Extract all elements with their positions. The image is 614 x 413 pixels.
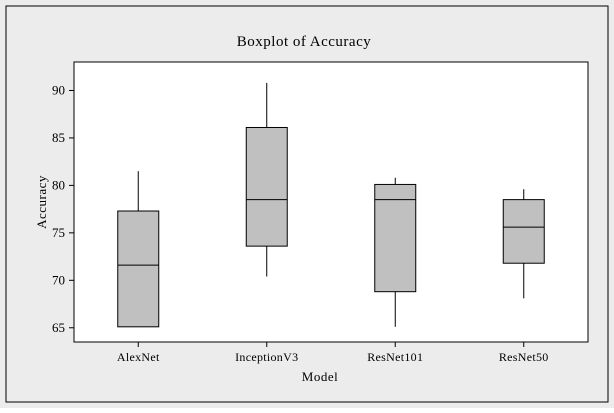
- y-tick-label: 75: [52, 225, 65, 240]
- y-tick-label: 65: [52, 320, 65, 335]
- y-tick-label: 85: [52, 130, 65, 145]
- plot-area: [73, 61, 589, 343]
- x-tick-label: InceptionV3: [235, 350, 298, 364]
- x-tick-label: AlexNet: [117, 350, 160, 364]
- box-iqr: [245, 126, 288, 247]
- box-resnet50: [502, 189, 545, 299]
- x-axis-label: Model: [302, 369, 338, 384]
- box-inceptionv3: [245, 82, 288, 277]
- box-iqr: [502, 199, 545, 264]
- y-axis-label: Accuracy: [34, 175, 49, 229]
- box-alexnet: [117, 171, 160, 328]
- x-tick-label: ResNet101: [367, 350, 423, 364]
- box-resnet101: [374, 177, 417, 327]
- x-axis-ticks: AlexNet InceptionV3 ResNet101 ResNet50: [117, 342, 549, 364]
- x-tick-label: ResNet50: [499, 350, 549, 364]
- box-iqr: [374, 183, 417, 293]
- y-axis-ticks: 65 70 75 80 85 90: [52, 82, 74, 335]
- y-tick-label: 80: [52, 177, 65, 192]
- y-tick-label: 90: [52, 82, 65, 97]
- box-iqr: [117, 210, 160, 328]
- y-tick-label: 70: [52, 272, 65, 287]
- box-series: [117, 82, 545, 328]
- chart-title: Boxplot of Accuracy: [237, 34, 371, 50]
- outer-border: [5, 5, 609, 403]
